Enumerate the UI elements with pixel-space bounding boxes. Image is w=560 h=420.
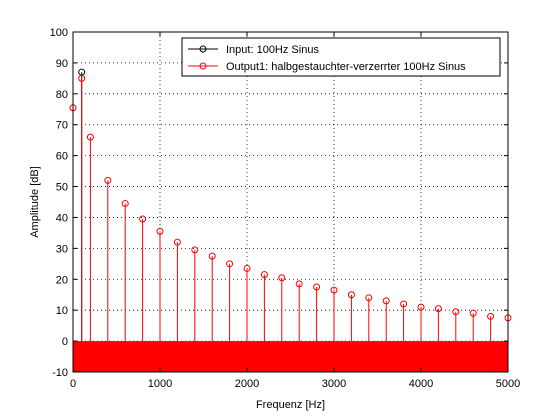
stem-marker bbox=[191, 246, 199, 254]
stem-marker bbox=[330, 286, 338, 294]
grid-lines bbox=[73, 32, 508, 372]
stem-marker bbox=[469, 309, 477, 317]
stem-marker bbox=[434, 305, 442, 313]
stem-marker bbox=[139, 215, 147, 223]
x-tick-label: 2000 bbox=[235, 378, 259, 390]
legend: Input: 100Hz Sinus Output1: halbgestaucht… bbox=[181, 37, 501, 77]
marker-layer bbox=[69, 68, 512, 322]
stem-marker bbox=[226, 260, 234, 268]
y-axis-label: Amplitude [dB] bbox=[29, 166, 41, 238]
y-tick-label: 0 bbox=[62, 336, 68, 348]
stem-marker bbox=[156, 227, 164, 235]
stem-layer bbox=[72, 72, 509, 342]
x-tick-label: 1000 bbox=[148, 378, 172, 390]
y-tick-label: 50 bbox=[56, 182, 68, 194]
stem-marker bbox=[417, 303, 425, 311]
y-tick-label: 10 bbox=[56, 305, 68, 317]
stem-marker bbox=[121, 200, 129, 208]
legend-entry-label: Output1: halbgestauchter-verzerrter 100H… bbox=[226, 61, 466, 73]
stem-marker bbox=[400, 300, 408, 308]
stem-marker bbox=[487, 312, 495, 320]
stem-marker bbox=[78, 74, 86, 82]
y-tick-label: 40 bbox=[56, 212, 68, 224]
baseline-band bbox=[73, 341, 508, 372]
y-tick-labels: -10 0 10 20 30 40 50 60 70 80 90 100 bbox=[50, 27, 68, 379]
legend-swatch-marker bbox=[199, 62, 207, 70]
x-tick-label: 5000 bbox=[496, 378, 520, 390]
stem-marker bbox=[173, 238, 181, 246]
legend-swatch-marker bbox=[199, 45, 207, 53]
x-tick-label: 3000 bbox=[322, 378, 346, 390]
stem-marker bbox=[295, 280, 303, 288]
y-tick-label: 20 bbox=[56, 274, 68, 286]
y-tick-label: 80 bbox=[56, 89, 68, 101]
y-tick-label: -10 bbox=[52, 367, 68, 379]
stem-marker bbox=[452, 308, 460, 316]
stem-marker bbox=[278, 274, 286, 282]
stem-marker bbox=[260, 271, 268, 279]
x-tick-label: 0 bbox=[70, 378, 76, 390]
legend-box bbox=[181, 37, 501, 77]
stem-marker bbox=[208, 252, 216, 260]
stem-marker bbox=[86, 133, 94, 141]
y-tick-label: 90 bbox=[56, 58, 68, 70]
y-tick-label: 60 bbox=[56, 151, 68, 163]
x-tick-label: 4000 bbox=[409, 378, 433, 390]
y-tick-label: 30 bbox=[56, 243, 68, 255]
x-tick-labels: 0 1000 2000 3000 4000 5000 bbox=[70, 378, 520, 390]
y-tick-label: 100 bbox=[50, 27, 68, 39]
tick-marks bbox=[72, 31, 509, 373]
y-tick-label: 70 bbox=[56, 120, 68, 132]
x-axis-label: Frequenz [Hz] bbox=[256, 399, 325, 411]
stem-marker bbox=[243, 264, 251, 272]
stem-marker bbox=[347, 291, 355, 299]
stem-marker bbox=[104, 176, 112, 184]
plot-frame bbox=[72, 31, 509, 373]
baseline-band-layer bbox=[73, 341, 508, 372]
stem-marker bbox=[382, 297, 390, 305]
stem-marker bbox=[365, 294, 373, 302]
legend-entry-label: Input: 100Hz Sinus bbox=[226, 44, 319, 56]
stem-marker bbox=[313, 283, 321, 291]
